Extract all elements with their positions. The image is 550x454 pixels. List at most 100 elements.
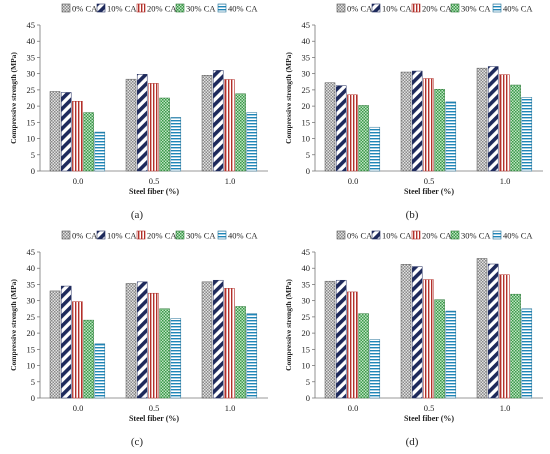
y-tick-label: 25 — [27, 312, 36, 322]
bar-20ca-1.0 — [499, 274, 510, 399]
x-axis-title: Steel fiber (%) — [404, 414, 454, 423]
x-tick-label: 1.0 — [500, 176, 511, 186]
bar-0ca-0.0 — [324, 280, 336, 399]
bar-20ca-1.0 — [499, 74, 510, 172]
x-tick-label: 0.0 — [348, 176, 359, 186]
bar-0ca-1.0 — [201, 281, 213, 399]
legend-swatch-3 — [175, 230, 185, 240]
bar-20ca-0.0 — [347, 94, 358, 172]
y-tick-label: 30 — [27, 296, 36, 306]
bar-40ca-0.5 — [170, 117, 182, 172]
y-axis: 0 5 10 15 20 25 30 35 40 45 — [302, 247, 315, 403]
y-tick-label: 5 — [31, 150, 35, 160]
bar-30ca-0.5 — [159, 97, 170, 172]
legend-swatch-3 — [450, 3, 460, 13]
bar-40ca-0.0 — [94, 343, 106, 399]
legend-label-1: 10% CA — [382, 231, 412, 241]
bars — [49, 70, 258, 172]
bar-20ca-0.0 — [72, 301, 83, 399]
legend-swatch-2 — [136, 230, 146, 240]
bar-0ca-0.5 — [125, 78, 137, 172]
bar-0ca-0.5 — [400, 71, 412, 172]
bar-30ca-1.0 — [510, 293, 521, 399]
bar-30ca-0.5 — [159, 308, 170, 399]
bars — [324, 66, 533, 172]
x-tick-label: 0.0 — [73, 176, 84, 186]
y-tick-label: 30 — [302, 69, 311, 79]
legend-swatch-0 — [61, 3, 71, 13]
legend-swatch-0 — [61, 230, 71, 240]
chart-panel-1: 0% CA 10% CA 20% CA 30% CA 40% CA 0 5 10 15 20 25 3… — [9, 3, 268, 221]
y-tick-label: 0 — [306, 393, 310, 403]
y-tick-label: 45 — [27, 247, 36, 257]
y-axis-title: Compressive strength (MPa) — [284, 279, 293, 371]
panel-label: (b) — [406, 209, 419, 221]
y-tick-label: 40 — [302, 263, 311, 273]
y-tick-label: 15 — [302, 117, 311, 127]
x-tick-label: 0.0 — [348, 403, 359, 413]
legend-label-1: 10% CA — [107, 4, 137, 14]
bar-0ca-0.5 — [400, 264, 412, 399]
bar-20ca-0.0 — [347, 291, 358, 399]
legend-label-4: 40% CA — [228, 4, 258, 14]
bar-0ca-0.0 — [49, 290, 61, 399]
y-tick-label: 0 — [31, 166, 35, 176]
y-tick-label: 35 — [302, 52, 311, 62]
y-tick-label: 10 — [302, 361, 311, 371]
y-tick-label: 35 — [27, 279, 36, 289]
legend: 0% CA 10% CA 20% CA 30% CA 40% CA — [336, 3, 533, 14]
bar-20ca-0.5 — [148, 292, 159, 399]
legend-label-4: 40% CA — [228, 231, 258, 241]
y-tick-label: 10 — [302, 134, 311, 144]
bar-30ca-0.5 — [434, 299, 445, 399]
y-axis-title: Compressive strength (MPa) — [284, 52, 293, 144]
legend-label-2: 20% CA — [147, 231, 177, 241]
bar-40ca-0.0 — [369, 126, 381, 172]
x-axis-title: Steel fiber (%) — [129, 414, 179, 423]
y-axis: 0 5 10 15 20 25 30 35 40 45 — [27, 20, 40, 176]
legend-label-1: 10% CA — [382, 4, 412, 14]
bar-40ca-0.0 — [94, 131, 106, 172]
y-tick-label: 20 — [27, 101, 36, 111]
legend-label-4: 40% CA — [503, 231, 533, 241]
bar-40ca-1.0 — [521, 97, 533, 172]
x-tick-label: 0.5 — [424, 403, 435, 413]
bar-30ca-0.0 — [83, 112, 94, 172]
chart-panel-2: 0% CA 10% CA 20% CA 30% CA 40% CA 0 5 10 15 20 25 3… — [284, 3, 543, 221]
legend-label-2: 20% CA — [422, 4, 452, 14]
legend-swatch-4 — [492, 230, 502, 240]
x-tick-label: 0.5 — [424, 176, 435, 186]
legend-swatch-2 — [411, 230, 421, 240]
y-axis-title: Compressive strength (MPa) — [9, 52, 18, 144]
y-tick-label: 30 — [27, 69, 36, 79]
bar-20ca-1.0 — [224, 79, 235, 172]
y-tick-label: 35 — [302, 279, 311, 289]
legend: 0% CA 10% CA 20% CA 30% CA 40% CA — [336, 230, 533, 241]
legend-swatch-3 — [450, 230, 460, 240]
bar-10ca-0.5 — [136, 281, 148, 399]
y-tick-label: 45 — [302, 20, 311, 30]
bar-20ca-0.0 — [72, 100, 83, 172]
legend-label-1: 10% CA — [107, 231, 137, 241]
y-tick-label: 20 — [27, 328, 36, 338]
y-tick-label: 20 — [302, 101, 311, 111]
y-tick-label: 15 — [302, 344, 311, 354]
legend-label-3: 30% CA — [461, 231, 491, 241]
legend-swatch-1 — [371, 230, 381, 240]
y-tick-label: 40 — [302, 36, 311, 46]
bar-40ca-0.0 — [369, 339, 381, 399]
x-tick-label: 0.5 — [149, 403, 160, 413]
y-tick-label: 45 — [27, 20, 36, 30]
panel-label: (c) — [131, 436, 144, 448]
bars — [49, 279, 258, 399]
y-axis-title: Compressive strength (MPa) — [9, 279, 18, 371]
x-tick-label: 0.5 — [149, 176, 160, 186]
bar-20ca-0.5 — [148, 83, 159, 172]
panel-label: (d) — [406, 436, 419, 448]
bar-20ca-0.5 — [423, 78, 434, 172]
legend-label-4: 40% CA — [503, 4, 533, 14]
legend: 0% CA 10% CA 20% CA 30% CA 40% CA — [61, 3, 258, 14]
y-tick-label: 0 — [31, 393, 35, 403]
legend-swatch-2 — [136, 3, 146, 13]
legend-swatch-4 — [492, 3, 502, 13]
